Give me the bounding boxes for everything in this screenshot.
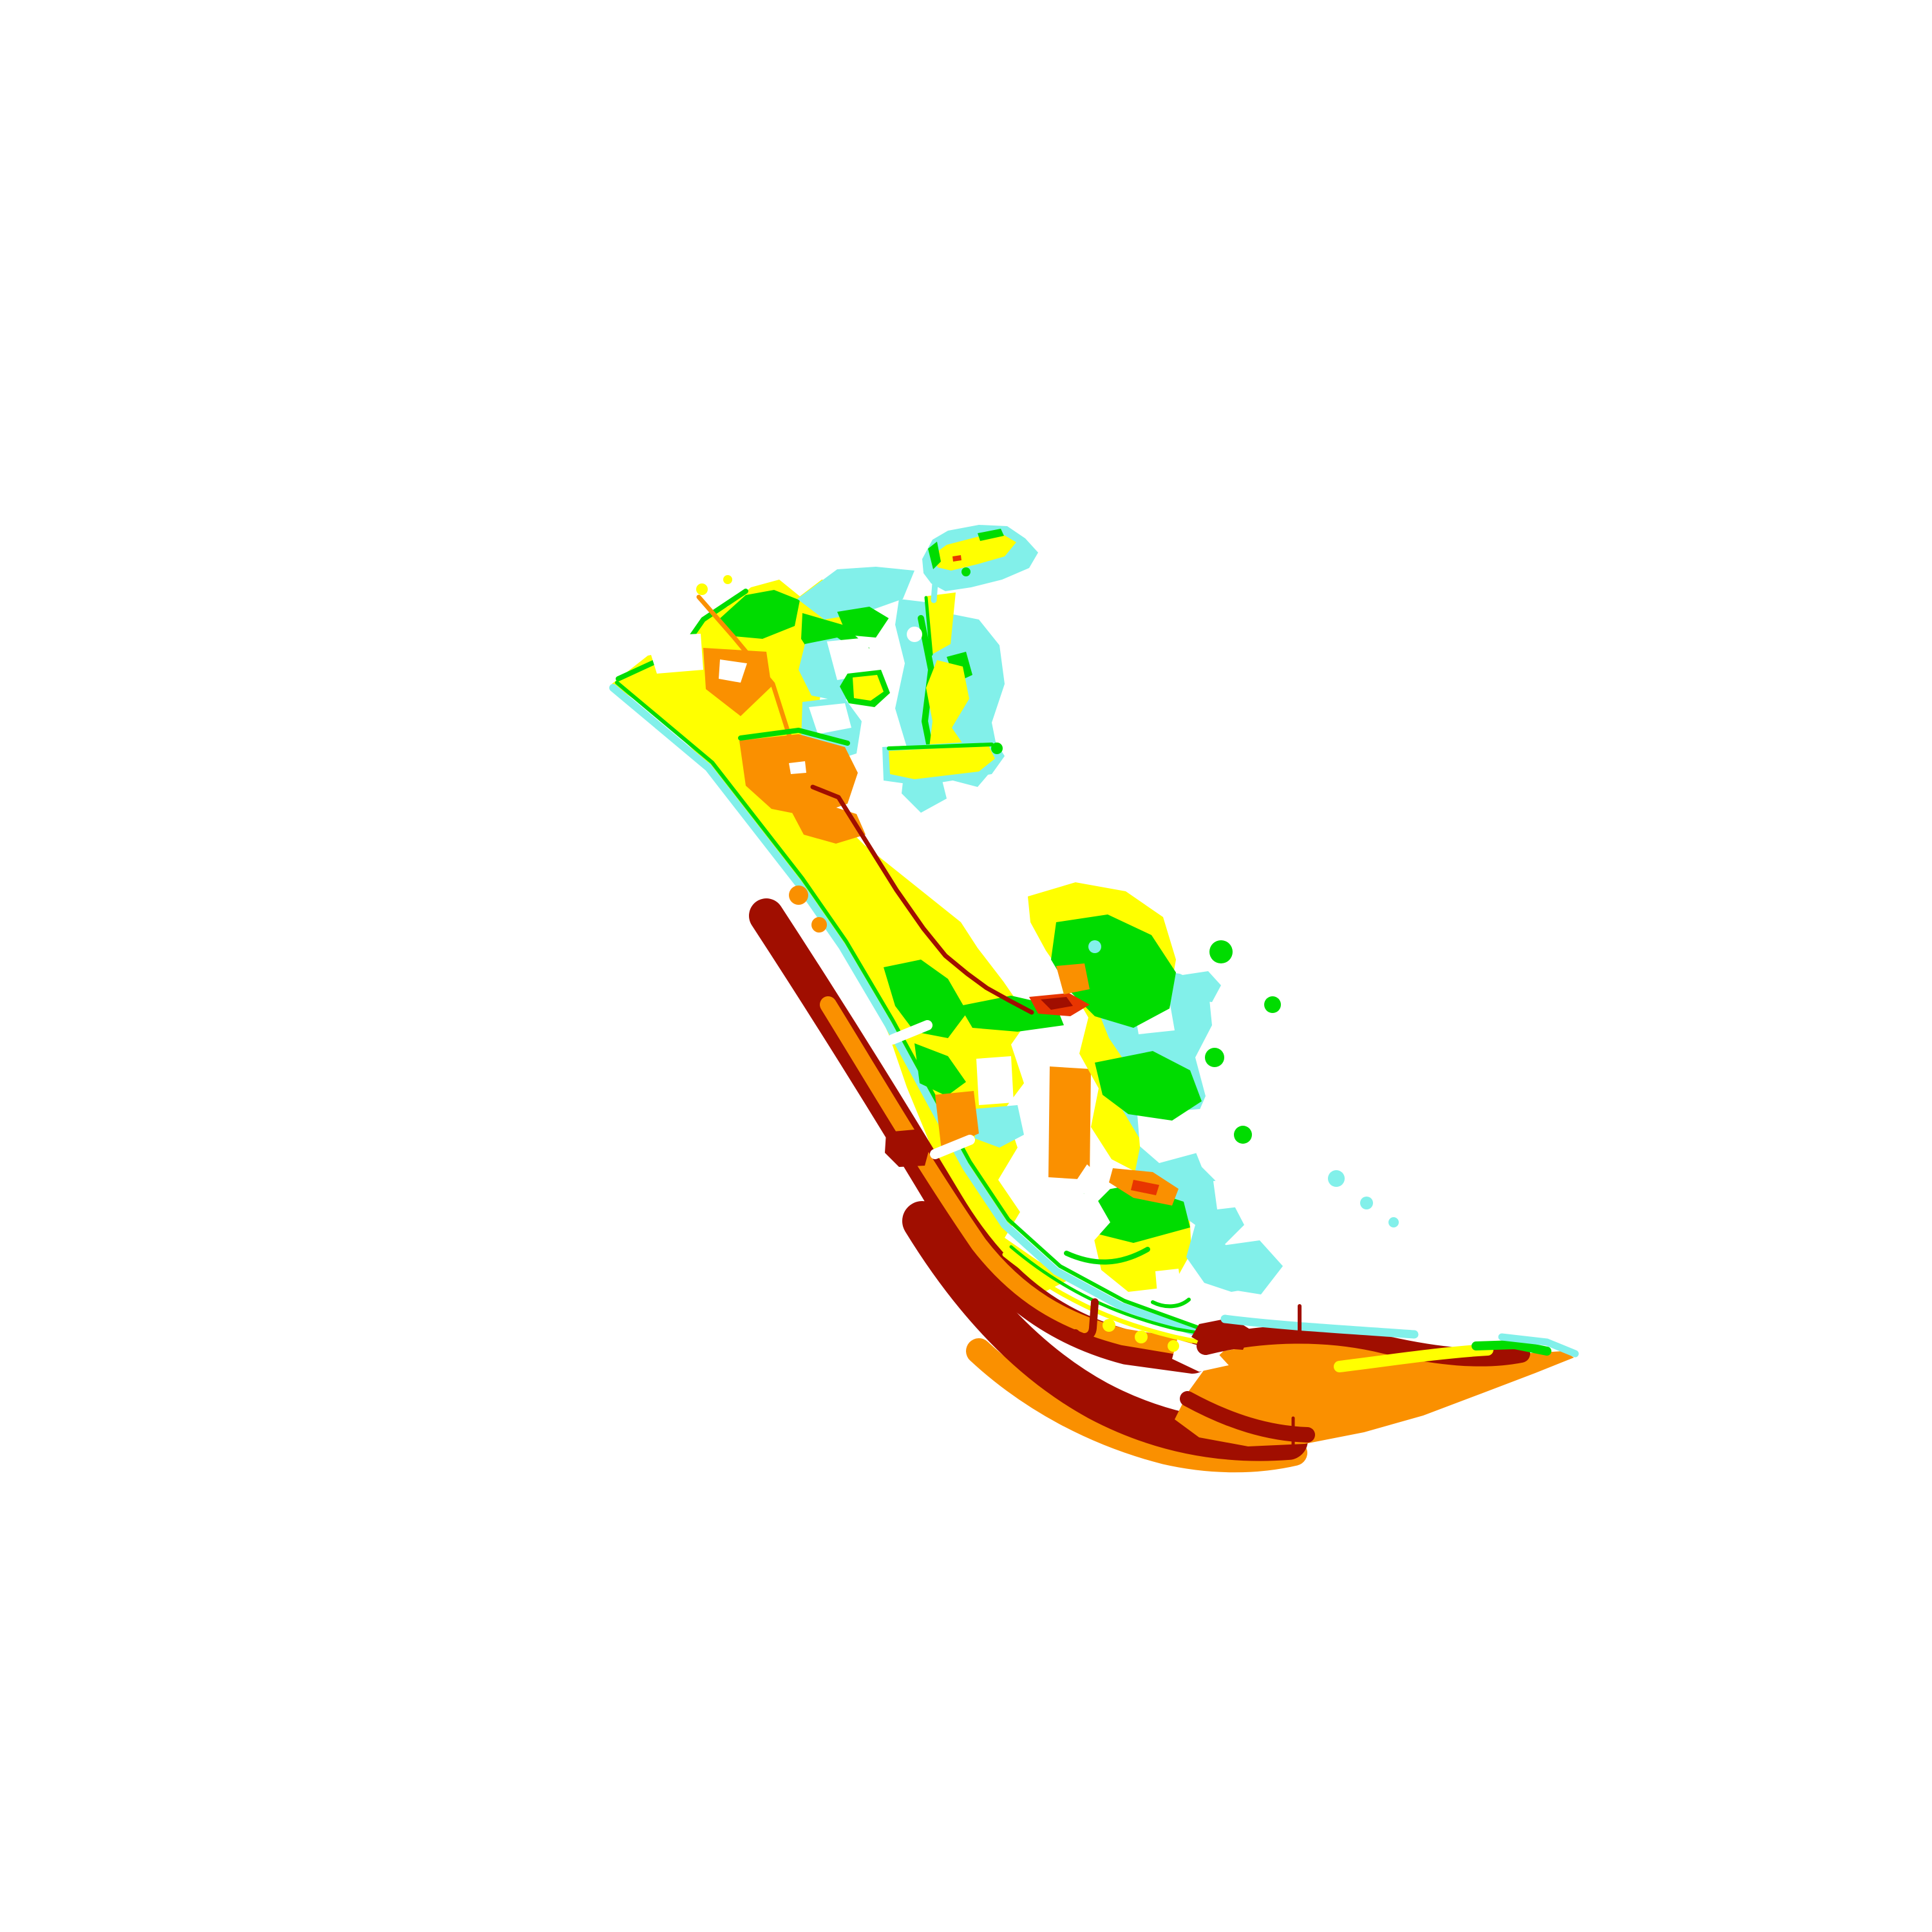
yellow-core-ringed <box>853 675 884 701</box>
white-speck <box>907 627 922 642</box>
pond-round-green-rim <box>1151 1298 1191 1309</box>
white-pond-s <box>976 1056 1014 1105</box>
white-pond-trapezoid <box>645 634 703 674</box>
island-green-n <box>978 529 1004 541</box>
central-orange-green-rim <box>738 728 850 746</box>
central-orange <box>739 734 858 817</box>
white-channel-se <box>1074 1164 1112 1204</box>
cyan-speck <box>1388 1217 1399 1227</box>
central-orange-ext <box>792 806 866 844</box>
green-rim-a <box>837 607 889 638</box>
tail-cyan-tip <box>1498 1333 1579 1358</box>
east-green-mid <box>1095 1051 1202 1121</box>
barrier-white-gap2 <box>930 1135 975 1159</box>
yellow-speck <box>1103 1319 1115 1332</box>
white-pond-a <box>827 638 873 680</box>
wedge-yellow <box>925 592 956 656</box>
white-wedge-mid <box>1172 1340 1229 1372</box>
cyan-speck <box>1328 1170 1345 1187</box>
yellow-speck <box>1168 1340 1179 1352</box>
yellow-speck <box>723 575 732 584</box>
cyan-speck <box>1088 940 1101 953</box>
green-speck <box>773 599 786 612</box>
barrier-hook <box>1072 1298 1099 1341</box>
island-red-dot <box>952 555 961 562</box>
lagoon-cyan-streak <box>1220 1314 1419 1339</box>
tail-green-tip <box>1472 1340 1551 1356</box>
barrier-white-gap1 <box>887 1020 933 1045</box>
green-cluster-sw <box>884 960 967 1038</box>
yellow-speck <box>696 583 708 595</box>
tail-yellow-band <box>1334 1344 1493 1372</box>
orange-diag-core <box>1131 1180 1159 1195</box>
white-pond-in-orange <box>719 659 747 683</box>
east-cyan-ne-arm <box>1182 971 1221 1002</box>
green-blob-s2 <box>914 1043 966 1096</box>
green-speck <box>1205 1048 1224 1067</box>
arm-yellow <box>889 746 995 779</box>
yellow-speck <box>1135 1331 1148 1343</box>
cyan-speck <box>1360 1197 1373 1209</box>
green-speck <box>1209 940 1233 963</box>
orange-speck <box>811 917 827 933</box>
white-pond-e2 <box>1137 1109 1207 1163</box>
lower-west-blob <box>885 1130 930 1167</box>
upper-barrier-orange <box>820 996 1193 1356</box>
green-speck <box>961 567 971 576</box>
cyan-south-lobes <box>1202 1240 1283 1294</box>
white-pond-round <box>1155 1269 1182 1301</box>
cyan-pond-s <box>974 1105 1024 1148</box>
island-neck <box>931 580 938 603</box>
green-speck <box>1234 1126 1252 1144</box>
wedge-green-edge <box>924 596 933 656</box>
arm-green-edge <box>887 743 994 750</box>
road-end-darkred-patch <box>1041 997 1073 1010</box>
tail-dark-spine <box>1197 1325 1530 1367</box>
island-green-w <box>928 542 941 569</box>
green-speck <box>991 743 1003 754</box>
white-pond-e3 <box>1213 1177 1249 1209</box>
orange-speck <box>789 886 808 905</box>
cyan-north-band <box>797 567 914 620</box>
green-speck <box>1264 996 1281 1013</box>
orange-rect-big <box>1048 1066 1091 1180</box>
barrier-yellow-edge <box>1002 1252 1208 1346</box>
road-end-orange-patch <box>1056 963 1090 994</box>
indent-green-arc <box>1064 1247 1150 1265</box>
east-green-upper <box>1051 914 1176 1028</box>
lagoon-indent-w <box>1047 1190 1110 1245</box>
white-dot-central <box>789 761 806 774</box>
white-pond-b <box>809 703 851 734</box>
road-darkred-line <box>810 784 1034 1015</box>
